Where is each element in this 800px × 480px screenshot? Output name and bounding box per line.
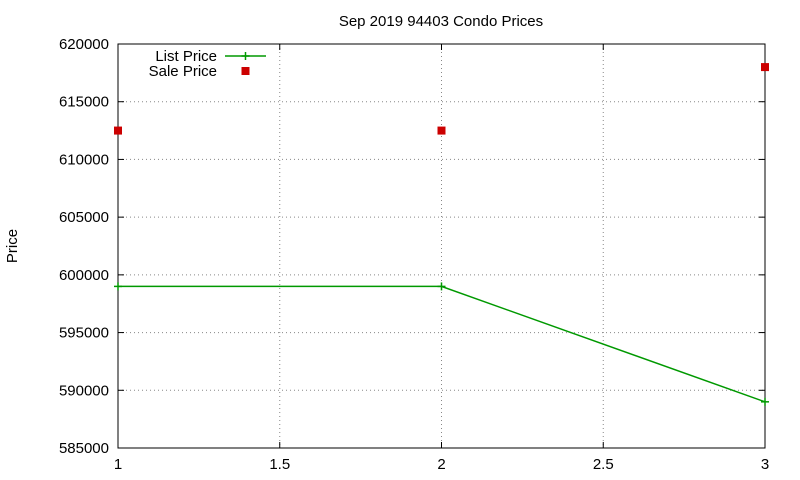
- legend-marker: [241, 52, 250, 60]
- legend-label: Sale Price: [149, 63, 217, 80]
- series: [114, 63, 769, 406]
- legend-label: List Price: [155, 48, 217, 65]
- x-tick-label: 2.5: [593, 456, 614, 473]
- y-tick-label: 610000: [59, 151, 109, 168]
- y-axis-label: Price: [4, 229, 21, 263]
- x-tick-label: 3: [761, 456, 769, 473]
- x-tick-label: 1: [114, 456, 122, 473]
- sale-price-point: [114, 126, 122, 135]
- y-tick-label: 615000: [59, 94, 109, 111]
- grid: [118, 44, 765, 448]
- y-tick-label: 600000: [59, 267, 109, 284]
- y-tick-label: 605000: [59, 209, 109, 226]
- list-price-point: [114, 282, 122, 291]
- y-tick-label: 620000: [59, 36, 109, 53]
- chart-title: Sep 2019 94403 Condo Prices: [339, 13, 543, 30]
- sale-price-point: [437, 126, 446, 135]
- sale-price-point: [761, 63, 769, 72]
- x-tick-label: 1.5: [269, 456, 290, 473]
- axes: 585000 590000 595000 600000 605000 610000 6150…: [59, 36, 769, 473]
- x-tick-label: 2: [437, 456, 445, 473]
- y-tick-label: 590000: [59, 382, 109, 399]
- list-price-point: [437, 282, 446, 291]
- y-tick-label: 595000: [59, 325, 109, 342]
- legend-marker: [241, 67, 250, 75]
- list-price-point: [761, 397, 769, 406]
- y-tick-label: 585000: [59, 440, 109, 457]
